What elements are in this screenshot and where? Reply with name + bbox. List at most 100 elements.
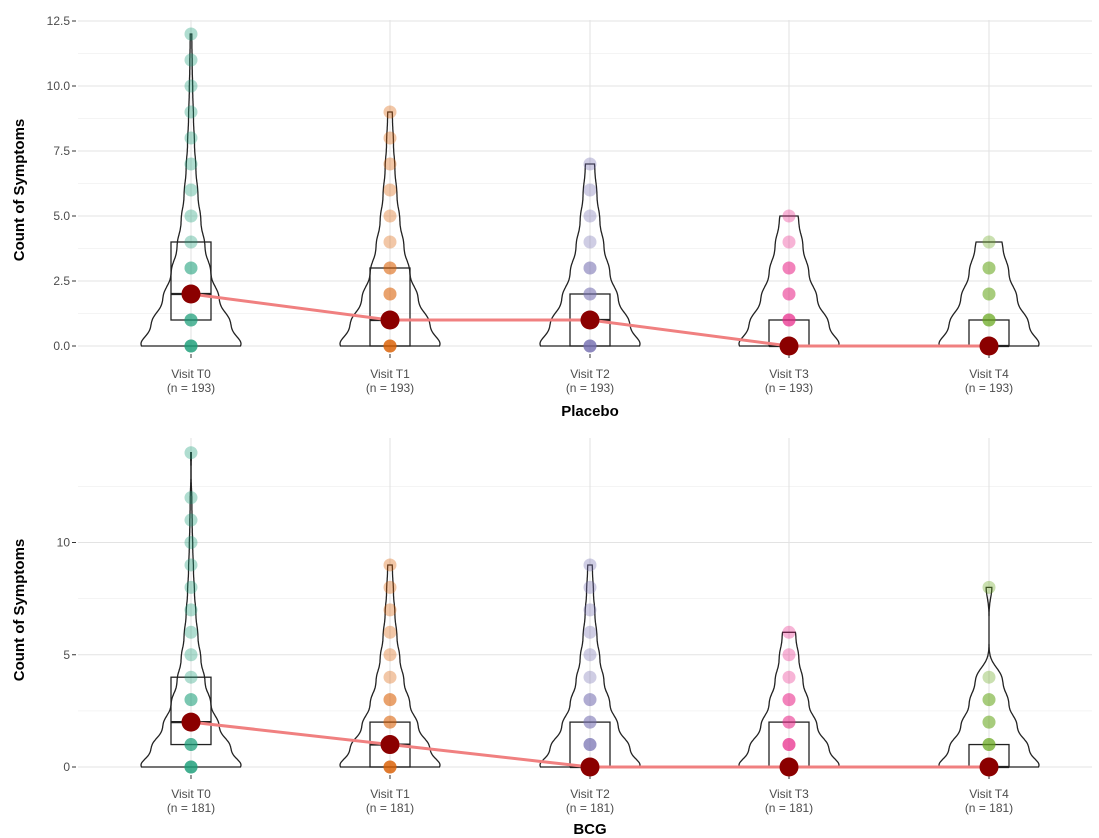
placebo-x-axis-title: Placebo [561, 403, 619, 420]
median-point [779, 757, 799, 777]
data-point [782, 261, 796, 275]
x-tick-label: Visit T3 [769, 787, 809, 801]
x-tick-n-label: (n = 181) [366, 801, 414, 815]
data-point [583, 261, 597, 275]
violin-outline [539, 163, 641, 347]
data-point [982, 715, 996, 729]
median-point [580, 757, 600, 777]
data-point [583, 209, 597, 223]
bcg-visit-1-group [339, 558, 441, 774]
y-tick-label: 2.5 [53, 274, 70, 288]
median-point [779, 336, 799, 356]
data-point [383, 580, 397, 594]
data-point [184, 313, 198, 327]
data-point [383, 760, 397, 774]
data-point [184, 157, 198, 171]
data-point [184, 339, 198, 353]
data-point [184, 105, 198, 119]
data-point [782, 287, 796, 301]
data-point [782, 235, 796, 249]
data-point [982, 287, 996, 301]
data-point [383, 235, 397, 249]
data-point [184, 760, 198, 774]
x-tick-label: Visit T4 [969, 367, 1009, 381]
data-point [383, 558, 397, 572]
x-tick-n-label: (n = 193) [765, 381, 813, 395]
data-point [184, 339, 198, 353]
data-point [583, 603, 597, 617]
violin-outline [938, 586, 1040, 768]
data-point [782, 287, 796, 301]
data-point [184, 536, 198, 549]
data-point [583, 738, 597, 752]
data-point [184, 558, 198, 572]
data-point [583, 715, 597, 729]
data-point [982, 738, 996, 752]
data-point [184, 580, 198, 594]
data-point [383, 339, 397, 353]
data-point [383, 715, 397, 729]
data-point [982, 261, 996, 275]
bcg-y-axis-title: Count of Symptoms [11, 539, 28, 682]
data-point [383, 183, 397, 197]
data-point [383, 105, 397, 119]
y-tick-label: 10.0 [47, 79, 71, 93]
data-point [583, 235, 597, 249]
data-point [184, 738, 198, 752]
x-tick-n-label: (n = 193) [566, 381, 614, 395]
x-tick-label: Visit T2 [570, 787, 610, 801]
data-point [184, 670, 198, 684]
violin-outline [539, 564, 641, 768]
data-point [184, 235, 198, 249]
data-point [583, 339, 597, 353]
data-point [184, 183, 198, 197]
data-point [184, 27, 198, 41]
data-point [383, 339, 397, 353]
median-point [979, 336, 999, 356]
data-point [982, 235, 996, 249]
median-point [380, 735, 400, 755]
data-point [383, 261, 397, 275]
data-point [782, 313, 796, 327]
data-point [782, 313, 796, 327]
x-tick-label: Visit T1 [370, 787, 410, 801]
boxplot-box [170, 676, 212, 746]
data-point [383, 693, 397, 707]
x-tick-n-label: (n = 193) [366, 381, 414, 395]
data-point [184, 738, 198, 752]
x-tick-label: Visit T3 [769, 367, 809, 381]
y-tick-label: 12.5 [47, 14, 71, 28]
data-point [184, 760, 198, 774]
data-point [982, 738, 996, 752]
data-point [782, 209, 796, 223]
median-point [979, 757, 999, 777]
data-point [184, 53, 198, 67]
boxplot-box [369, 267, 411, 347]
data-point [383, 339, 397, 353]
data-point [782, 313, 796, 327]
y-tick-label: 0 [63, 760, 70, 774]
x-tick-n-label: (n = 181) [965, 801, 1013, 815]
violin-outline [738, 215, 840, 347]
data-point [383, 648, 397, 662]
data-point [184, 261, 198, 275]
data-point [184, 79, 198, 93]
data-point [184, 693, 198, 707]
data-point [383, 760, 397, 774]
x-tick-n-label: (n = 193) [965, 381, 1013, 395]
data-point [583, 183, 597, 197]
median-point [181, 284, 201, 304]
data-point [383, 760, 397, 774]
data-point [583, 287, 597, 301]
bcg-visit-2-group [539, 558, 641, 774]
data-point [184, 648, 198, 662]
violin-outline [938, 241, 1040, 347]
x-tick-label: Visit T1 [370, 367, 410, 381]
data-point [583, 339, 597, 353]
data-point [782, 738, 796, 752]
data-point [982, 261, 996, 275]
data-point [184, 446, 198, 460]
data-point [383, 287, 397, 301]
